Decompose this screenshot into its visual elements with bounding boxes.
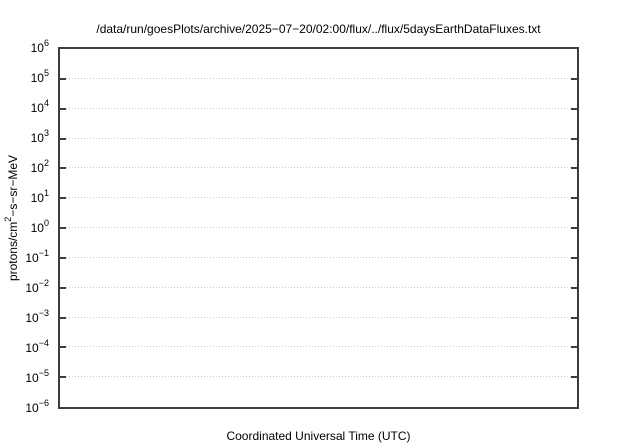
y-tick-mark-left: [60, 227, 66, 229]
y-tick-mark-right: [571, 286, 577, 289]
y-gridline: [60, 107, 577, 109]
y-tick-mark-right: [571, 256, 577, 259]
y-gridline: [60, 227, 577, 228]
y-tick-label: 10−4: [25, 338, 49, 356]
y-tick-label: 104: [30, 98, 49, 116]
y-tick-mark-left: [60, 137, 66, 140]
y-gridline: [60, 77, 577, 79]
y-tick-mark-right: [571, 167, 577, 170]
y-gridline: [60, 286, 577, 288]
y-tick-mark-left: [60, 346, 66, 349]
y-tick-mark-right: [571, 77, 577, 80]
y-tick-mark-left: [60, 256, 66, 259]
y-tick-label: 10−2: [25, 278, 49, 296]
y-tick-label: 10−5: [25, 368, 49, 386]
y-tick-mark-left: [60, 316, 66, 319]
y-tick-mark-right: [571, 376, 577, 379]
y-tick-label: 10−3: [25, 308, 49, 326]
plot-area: [58, 47, 579, 409]
y-tick-mark-left: [60, 376, 66, 379]
y-tick-mark-right: [571, 346, 577, 349]
y-tick-mark-left: [60, 167, 66, 170]
y-tick-label: 10−1: [25, 248, 49, 266]
y-tick-label: 105: [30, 68, 49, 86]
y-gridline: [60, 316, 577, 318]
y-gridline: [60, 376, 577, 378]
y-gridline: [60, 346, 577, 348]
y-gridline: [60, 137, 577, 139]
y-tick-mark-left: [60, 107, 66, 110]
y-tick-mark-right: [571, 316, 577, 319]
y-tick-mark-left: [60, 197, 66, 200]
y-gridline: [60, 197, 577, 199]
y-tick-mark-left: [60, 286, 66, 289]
y-tick-label: 103: [30, 128, 49, 146]
y-tick-mark-right: [571, 227, 577, 229]
y-tick-label: 101: [30, 188, 49, 206]
y-tick-mark-right: [571, 197, 577, 200]
y-tick-labels: 106 105 104 103 102 101 100 10−1 10−2 10−3 10−4 10−…: [0, 39, 53, 416]
y-gridline: [60, 167, 577, 169]
y-tick-label: 100: [30, 218, 49, 236]
y-tick-mark-right: [571, 137, 577, 140]
y-tick-mark-right: [571, 107, 577, 110]
y-tick-label: 10−6: [25, 398, 49, 416]
y-tick-label: 102: [30, 158, 49, 176]
y-gridline: [60, 256, 577, 258]
y-tick-label: 106: [30, 38, 49, 56]
chart-title: /data/run/goesPlots/archive/2025−07−20/0…: [96, 22, 541, 36]
y-tick-mark-left: [60, 77, 66, 80]
x-axis-label: Coordinated Universal Time (UTC): [226, 429, 411, 443]
